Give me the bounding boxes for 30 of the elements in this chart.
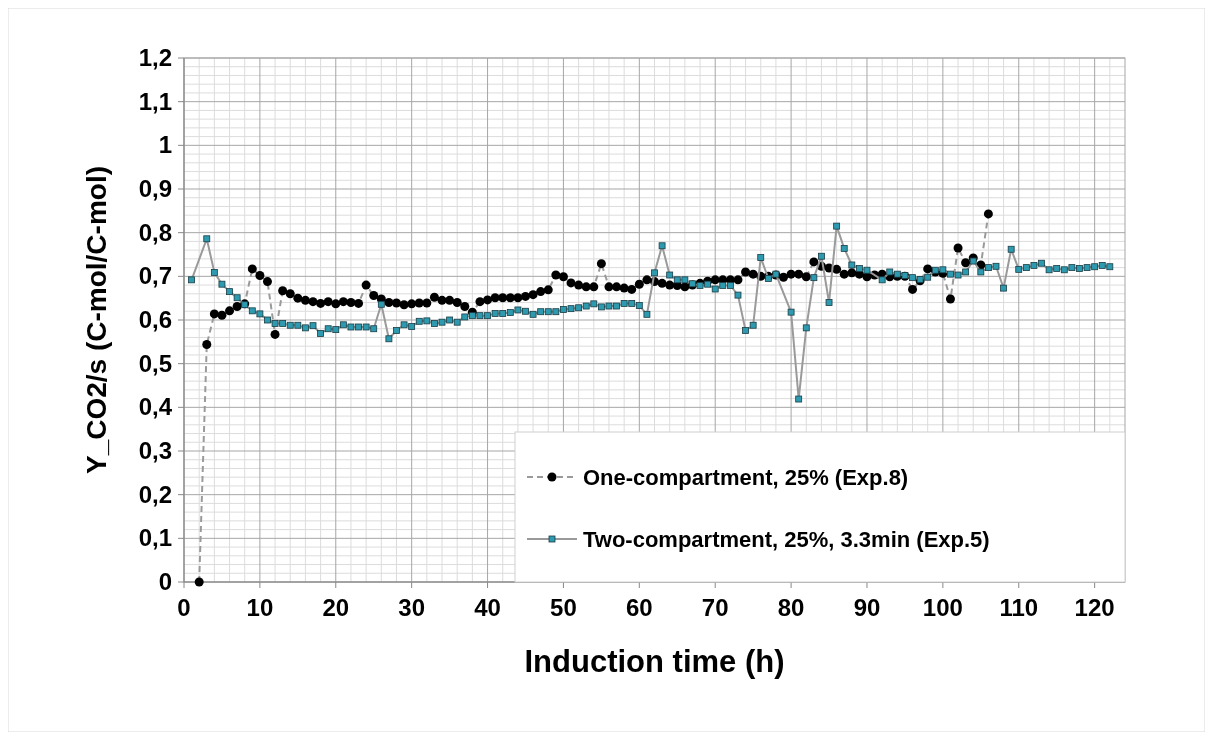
x-tick-label: 120 bbox=[1074, 594, 1115, 621]
x-tick-label: 50 bbox=[550, 594, 577, 621]
x-tick-label: 60 bbox=[625, 594, 653, 621]
x-tick-label: 40 bbox=[474, 594, 501, 621]
x-tick-label: 0 bbox=[177, 594, 191, 621]
y-tick-label: 0,5 bbox=[138, 349, 172, 377]
y-tick-label: 1 bbox=[158, 131, 172, 159]
y-tick-label: 0,8 bbox=[138, 218, 172, 246]
y-tick-label: 0 bbox=[158, 568, 172, 595]
x-tick-label: 20 bbox=[322, 594, 350, 621]
x-tick-label: 30 bbox=[398, 594, 426, 621]
x-axis-title: Induction time (h) bbox=[524, 644, 785, 679]
x-tick-label: 10 bbox=[246, 594, 274, 621]
y-tick-label: 0,1 bbox=[138, 524, 172, 552]
x-tick-label: 90 bbox=[853, 594, 881, 621]
y-tick-label: 0,9 bbox=[138, 175, 172, 202]
y-tick-label: 1,2 bbox=[138, 44, 172, 71]
legend-label: One-compartment, 25% (Exp.8) bbox=[583, 465, 909, 490]
x-tick-label: 80 bbox=[777, 594, 805, 621]
x-tick-label: 70 bbox=[701, 594, 729, 621]
y-tick-label: 0,7 bbox=[138, 262, 172, 290]
legend-label: Two-compartment, 25%, 3.3min (Exp.5) bbox=[583, 527, 990, 552]
y-tick-label: 1,1 bbox=[138, 87, 172, 115]
y-axis-title: Y_CO2/s (C-mol/C-mol) bbox=[81, 165, 112, 475]
y-tick-label: 0,4 bbox=[138, 393, 173, 421]
x-tick-label: 110 bbox=[999, 594, 1039, 621]
y-tick-label: 0,2 bbox=[138, 480, 172, 508]
y-tick-label: 0,6 bbox=[138, 306, 172, 333]
y-tick-label: 0,3 bbox=[138, 437, 172, 464]
x-tick-label: 100 bbox=[922, 594, 963, 621]
